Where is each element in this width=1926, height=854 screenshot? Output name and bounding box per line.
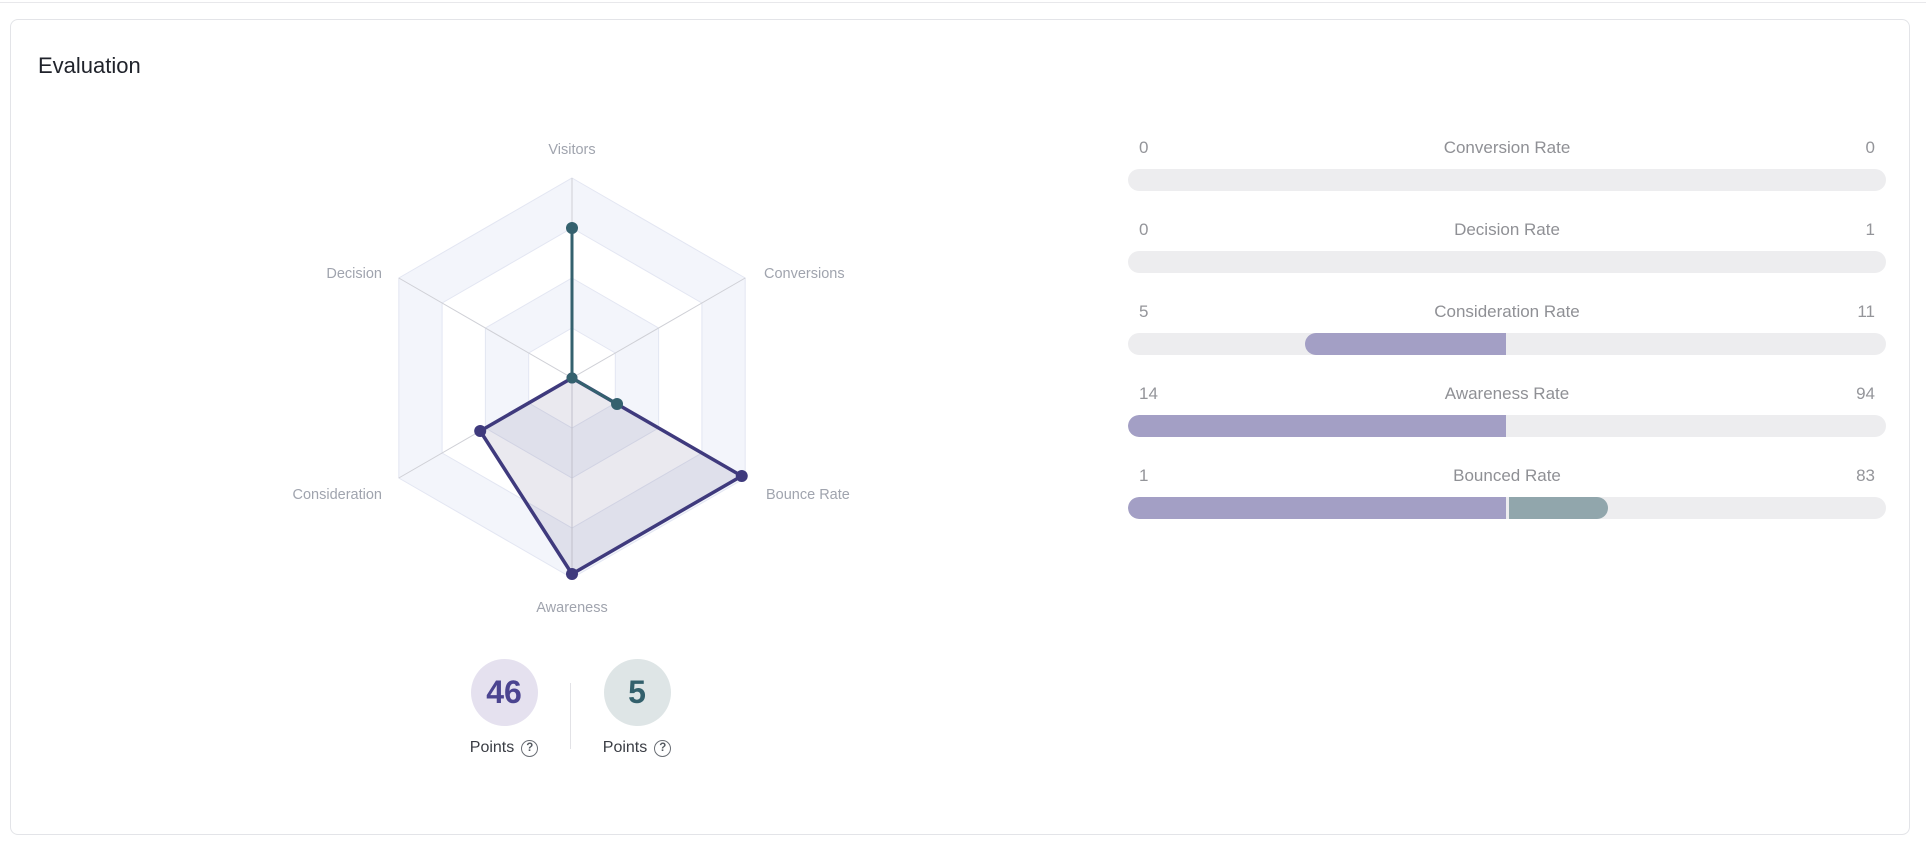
metric-row-header: Consideration Rate 5 11 [1128, 299, 1886, 325]
radar-chart: Visitors Conversions Bounce Rate Awareness C… [161, 110, 981, 670]
metric-label: Decision Rate [1454, 220, 1560, 239]
metric-left-value: 1 [1139, 466, 1149, 485]
metric-row-header: Awareness Rate 14 94 [1128, 381, 1886, 407]
metric-row-conversion-rate: Conversion Rate 0 0 [1128, 135, 1886, 191]
evaluation-card: Evaluation Visitors Conversions Bounce Rat… [10, 19, 1910, 835]
metric-left-value: 5 [1139, 302, 1149, 321]
metric-label: Conversion Rate [1443, 138, 1571, 157]
radar-point [735, 470, 748, 482]
radar-point [566, 568, 578, 580]
metric-right-value: 1 [1865, 220, 1875, 239]
metric-row-bounced-rate: Bounced Rate 1 83 [1128, 463, 1886, 519]
radar-chart-svg: Visitors Conversions Bounce Rate Awareness C… [293, 142, 850, 616]
metric-progress-track [1128, 497, 1886, 519]
metric-progress-track [1128, 251, 1886, 273]
points-badges-row: 46 Points? 5 Points? [444, 659, 697, 757]
points-label-row: Points? [602, 739, 672, 757]
points-value-circle: 5 [603, 659, 671, 726]
metric-progress-track [1128, 333, 1886, 355]
radar-axis-label-awareness: Awareness [536, 600, 607, 616]
metric-right-value: 83 [1856, 466, 1875, 485]
metric-label: Awareness Rate [1444, 384, 1570, 403]
metric-progress-track [1128, 415, 1886, 437]
page-top-divider [0, 2, 1926, 3]
metric-row-header: Conversion Rate 0 0 [1128, 135, 1886, 161]
points-value-circle: 46 [470, 659, 538, 726]
metric-label: Consideration Rate [1434, 302, 1580, 321]
metric-bars-panel: Conversion Rate 0 0 Decision Rate 0 1 Consider… [1128, 135, 1886, 545]
points-divider [570, 683, 571, 749]
metric-row-awareness-rate: Awareness Rate 14 94 [1128, 381, 1886, 437]
metric-right-value: 11 [1857, 302, 1875, 321]
radar-axis-label-decision: Decision [326, 266, 382, 282]
radar-point [611, 398, 624, 410]
metric-progress-fill [1305, 333, 1507, 355]
metric-row-consideration-rate: Consideration Rate 5 11 [1128, 299, 1886, 355]
metric-row-header: Decision Rate 0 1 [1128, 217, 1886, 243]
radar-axis-label-bounce-rate: Bounce Rate [766, 487, 850, 503]
help-question-icon[interactable]: ? [654, 739, 672, 757]
radar-center-point [566, 372, 578, 384]
metric-progress-fill [1128, 497, 1507, 519]
radar-axis-label-visitors: Visitors [548, 142, 595, 158]
metric-left-value: 14 [1139, 384, 1158, 403]
metric-row-decision-rate: Decision Rate 0 1 [1128, 217, 1886, 273]
radar-axis-label-consideration: Consideration [293, 487, 382, 503]
radar-axis-label-conversions: Conversions [764, 266, 845, 282]
points-label-row: Points? [469, 739, 539, 757]
metric-progress-fill [1128, 415, 1507, 437]
points-label: Points [469, 739, 515, 756]
metric-left-value: 0 [1139, 220, 1149, 239]
metric-left-value: 0 [1139, 138, 1149, 157]
metric-right-value: 0 [1865, 138, 1875, 157]
metric-right-value: 94 [1856, 384, 1875, 403]
points-badge: 5 Points? [577, 659, 697, 757]
metric-row-header: Bounced Rate 1 83 [1128, 463, 1886, 489]
metric-label: Bounced Rate [1453, 466, 1561, 485]
points-badge: 46 Points? [444, 659, 564, 757]
points-label: Points [602, 739, 648, 756]
metric-progress-fill [1509, 497, 1608, 519]
help-question-icon[interactable]: ? [521, 739, 539, 757]
card-title: Evaluation [38, 53, 141, 78]
radar-point [566, 222, 578, 234]
metric-progress-track [1128, 169, 1886, 191]
radar-point [474, 425, 487, 437]
